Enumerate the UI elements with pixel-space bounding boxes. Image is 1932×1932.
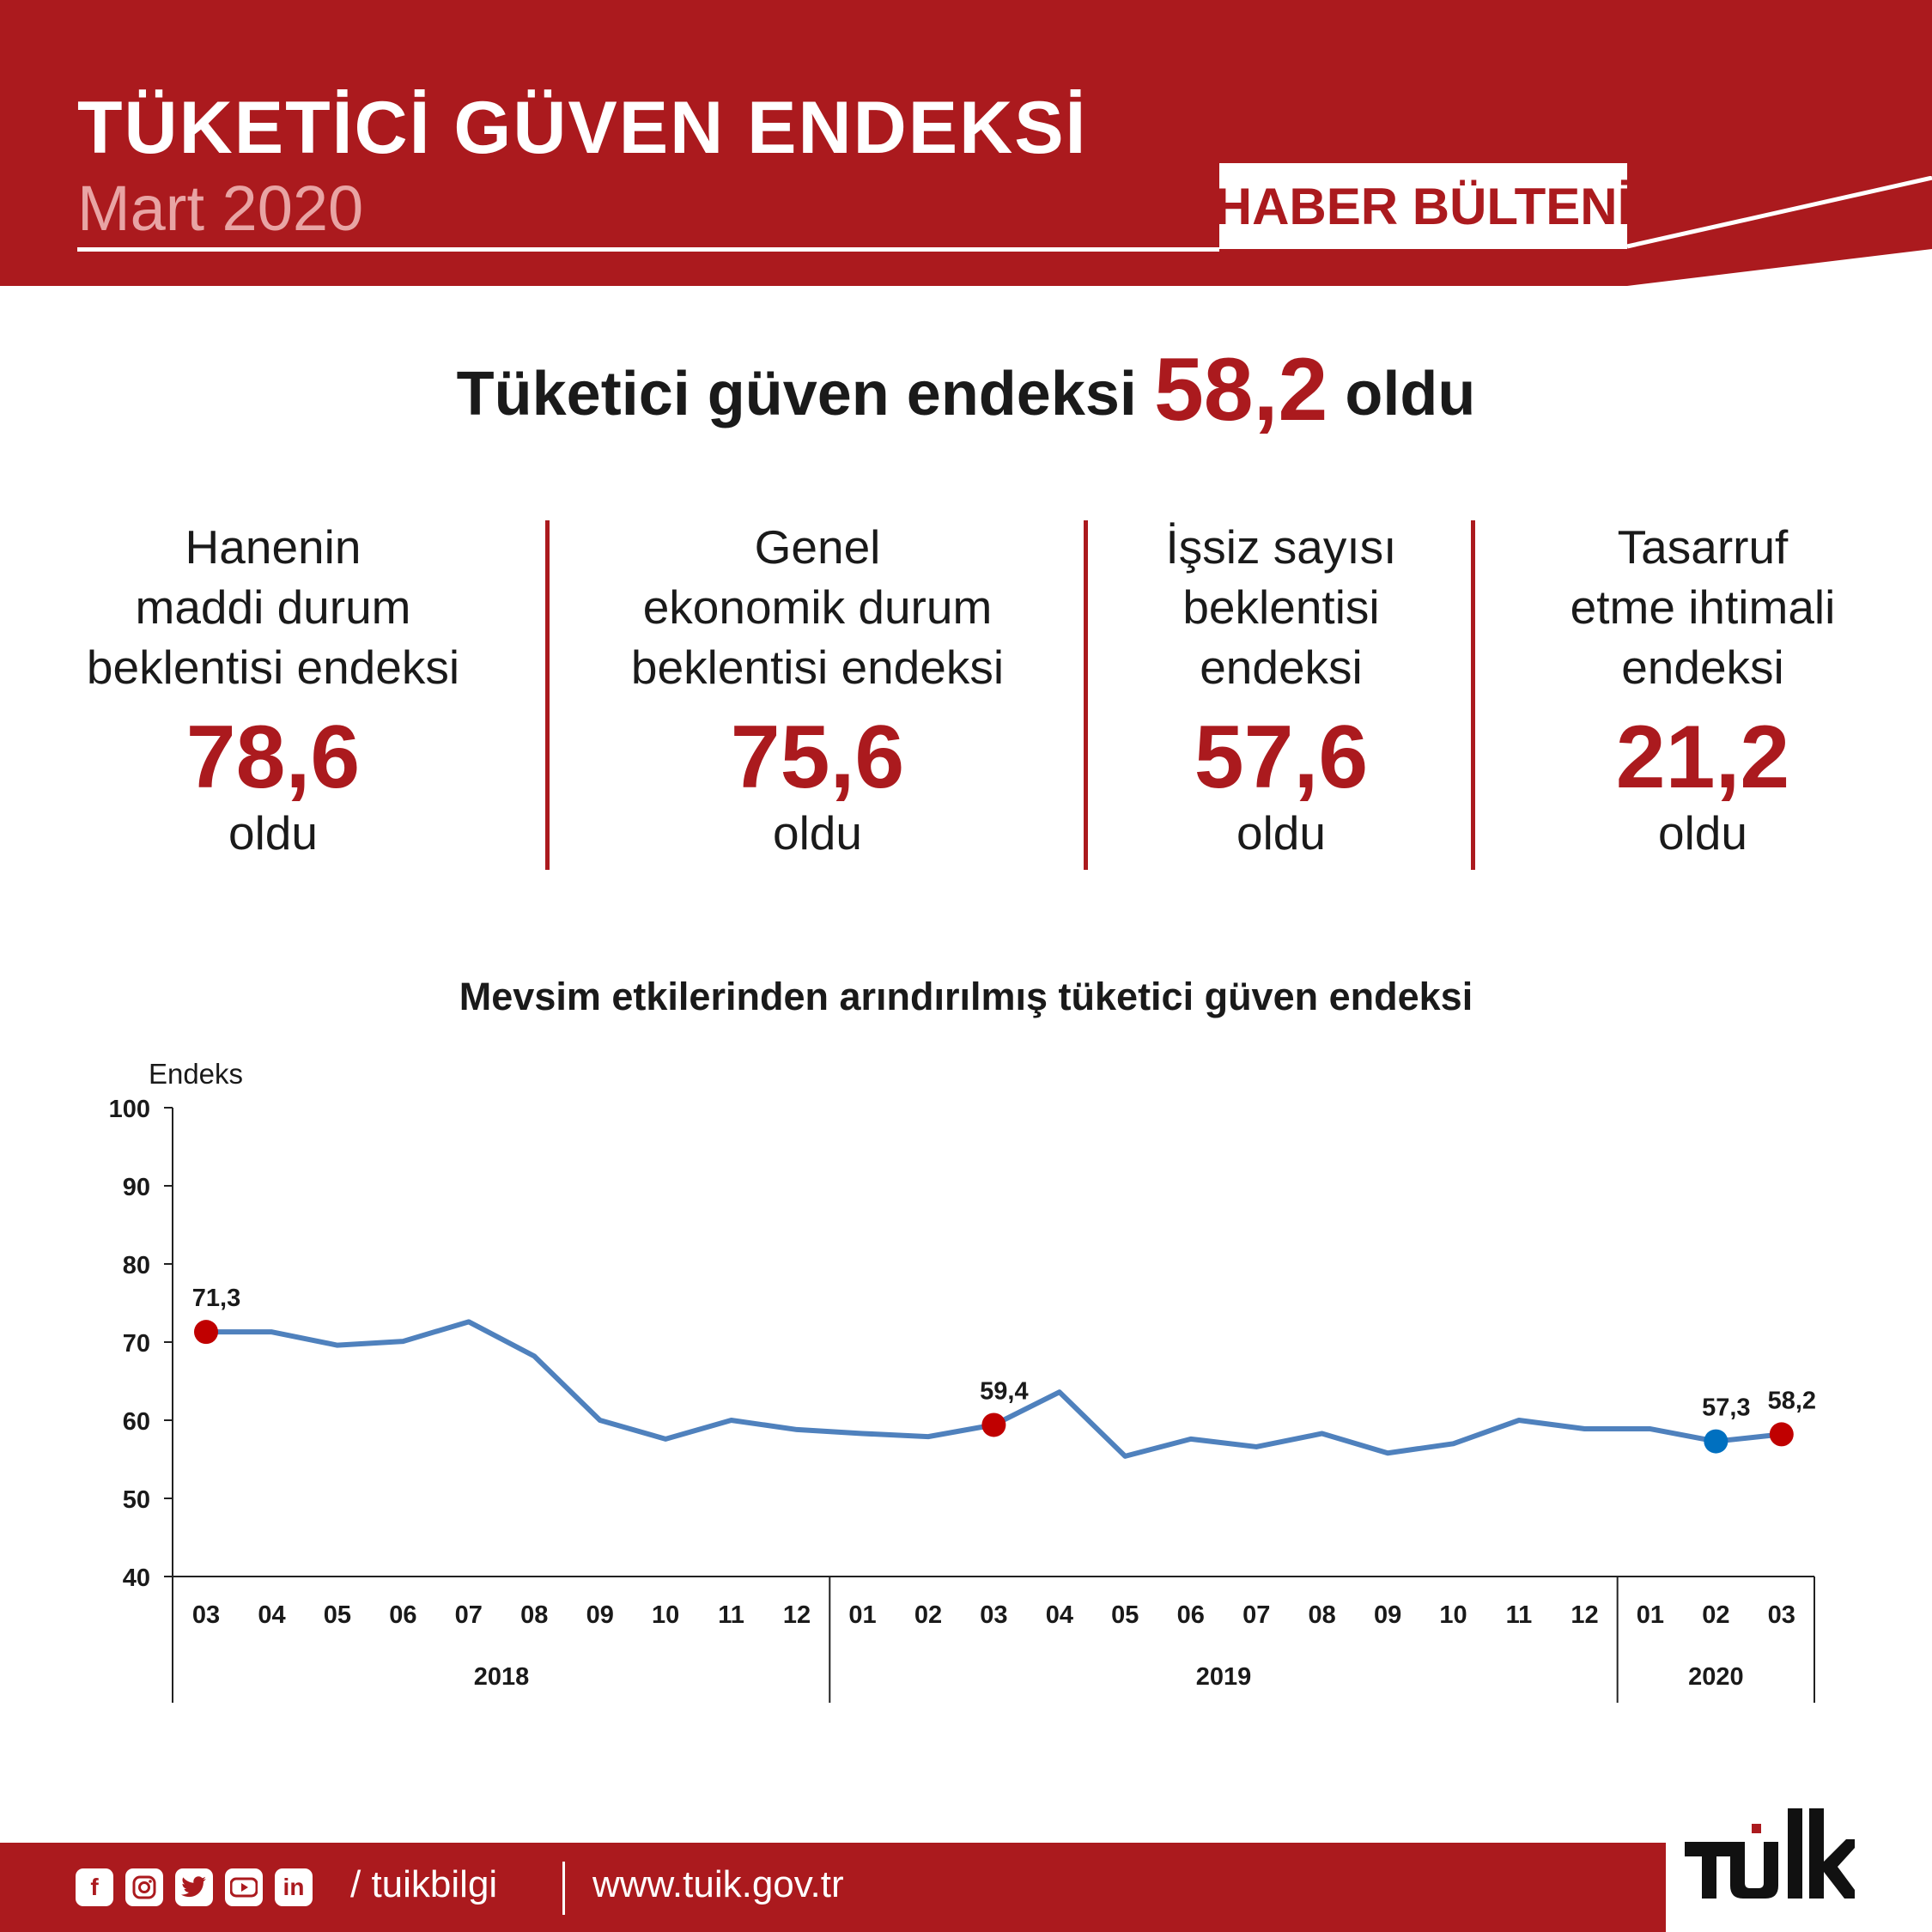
headline-suffix: oldu (1345, 360, 1476, 428)
x-tick-label: 01 (1637, 1601, 1664, 1629)
stat-suffix: oldu (773, 806, 862, 860)
x-tick-label: 10 (652, 1601, 679, 1629)
x-tick-label: 03 (1768, 1601, 1795, 1629)
stat-label-line: endeksi (1621, 641, 1784, 694)
year-label: 2020 (1688, 1663, 1744, 1691)
x-tick-label: 07 (455, 1601, 483, 1629)
y-tick-label: 40 (123, 1564, 150, 1592)
stat-unemployment: İşsiz sayısı beklentisi endeksi 57,6 old… (1109, 517, 1453, 860)
headline-prefix: Tüketici güven endeksi (456, 360, 1137, 428)
social-icons: f in (76, 1868, 313, 1906)
y-tick-label: 100 (109, 1096, 150, 1123)
header-decoration (1627, 176, 1932, 288)
stat-value: 57,6 (1194, 708, 1369, 807)
header-divider (77, 247, 1219, 252)
page-title: TÜKETİCİ GÜVEN ENDEKSİ (77, 87, 1088, 169)
highlight-point (194, 1320, 218, 1345)
x-tick-label: 05 (1111, 1601, 1139, 1629)
social-handle[interactable]: / tuikbilgi (350, 1863, 498, 1905)
x-tick-label: 09 (586, 1601, 614, 1629)
stat-label-line: etme ihtimali (1570, 580, 1836, 634)
stat-saving: Tasarruf etme ihtimali endeksi 21,2 oldu (1518, 517, 1887, 860)
stat-separator (1471, 520, 1475, 870)
stat-label-line: maddi durum (135, 580, 411, 634)
line-chart: Endeks 40 50 60 70 80 90 100 03 04 05 06 07 08 09 10 11… (109, 1058, 1816, 1703)
stat-household-finance: Hanenin maddi durum beklentisi endeksi 7… (58, 517, 488, 860)
x-tick-label: 10 (1439, 1601, 1467, 1629)
tuik-logo (1685, 1808, 1855, 1899)
stat-value: 75,6 (730, 708, 905, 807)
stat-label-line: endeksi (1200, 641, 1363, 694)
chart-title: Mevsim etkilerinden arındırılmış tüketic… (459, 975, 1473, 1018)
data-label: 71,3 (192, 1285, 240, 1312)
stat-label-line: ekonomik durum (642, 580, 993, 634)
page-subtitle: Mart 2020 (77, 173, 364, 244)
y-tick-label: 80 (123, 1252, 150, 1279)
x-tick-label: 03 (980, 1601, 1007, 1629)
stat-label-line: İşsiz sayısı (1165, 520, 1397, 574)
stat-suffix: oldu (1658, 806, 1747, 860)
x-tick-label: 02 (914, 1601, 942, 1629)
stat-separator (545, 520, 550, 870)
footer-separator (562, 1862, 565, 1915)
data-label: 59,4 (980, 1377, 1028, 1405)
stat-label-line: Genel (754, 520, 881, 574)
stat-label-line: Tasarruf (1617, 520, 1789, 574)
x-tick-label: 07 (1242, 1601, 1270, 1629)
year-label: 2018 (474, 1663, 530, 1691)
data-label: 58,2 (1768, 1387, 1816, 1414)
stat-value: 21,2 (1615, 708, 1790, 807)
x-tick-label: 05 (324, 1601, 351, 1629)
x-tick-label: 02 (1702, 1601, 1729, 1629)
x-tick-label: 04 (258, 1601, 285, 1629)
highlight-point (1769, 1422, 1794, 1447)
x-tick-label: 11 (1506, 1601, 1533, 1629)
stat-label-line: beklentisi endeksi (630, 641, 1005, 694)
stat-general-economy: Genel ekonomik durum beklentisi endeksi … (603, 517, 1032, 860)
headline-value: 58,2 (1153, 340, 1328, 440)
y-axis-label: Endeks (149, 1058, 243, 1090)
highlight-point (1704, 1429, 1728, 1454)
stat-value: 78,6 (185, 708, 361, 807)
x-tick-label: 12 (783, 1601, 811, 1629)
youtube-icon[interactable] (225, 1868, 263, 1906)
header-banner: TÜKETİCİ GÜVEN ENDEKSİ Mart 2020 HABER B… (0, 0, 1932, 288)
x-tick-label: 12 (1571, 1601, 1598, 1629)
data-label: 57,3 (1702, 1394, 1750, 1422)
y-tick-label: 70 (123, 1330, 150, 1358)
year-label: 2019 (1196, 1663, 1252, 1691)
y-tick-label: 90 (123, 1174, 150, 1201)
stat-separator (1084, 520, 1088, 870)
bulletin-badge: HABER BÜLTENİ (1215, 163, 1631, 249)
headline: Tüketici güven endeksi 58,2 oldu (0, 339, 1932, 441)
x-tick-label: 04 (1046, 1601, 1073, 1629)
y-tick-label: 60 (123, 1408, 150, 1436)
x-tick-label: 06 (1177, 1601, 1205, 1629)
stat-suffix: oldu (1236, 806, 1326, 860)
x-tick-label: 03 (192, 1601, 220, 1629)
stat-label-line: beklentisi endeksi (86, 641, 460, 694)
x-tick-label: 08 (520, 1601, 548, 1629)
x-tick-label: 01 (848, 1601, 876, 1629)
x-tick-label: 08 (1309, 1601, 1336, 1629)
stat-label-line: Hanenin (185, 520, 361, 574)
x-tick-label: 11 (718, 1601, 744, 1629)
website-link[interactable]: www.tuik.gov.tr (592, 1863, 844, 1905)
twitter-icon[interactable] (175, 1868, 213, 1906)
y-tick-label: 50 (123, 1486, 150, 1514)
linkedin-icon[interactable]: in (275, 1868, 313, 1906)
facebook-icon[interactable]: f (76, 1868, 113, 1906)
stat-label-line: beklentisi (1182, 580, 1380, 634)
x-tick-label: 06 (389, 1601, 416, 1629)
highlight-point (981, 1413, 1006, 1437)
x-tick-label: 09 (1374, 1601, 1401, 1629)
instagram-icon[interactable] (125, 1868, 163, 1906)
stat-suffix: oldu (228, 806, 318, 860)
